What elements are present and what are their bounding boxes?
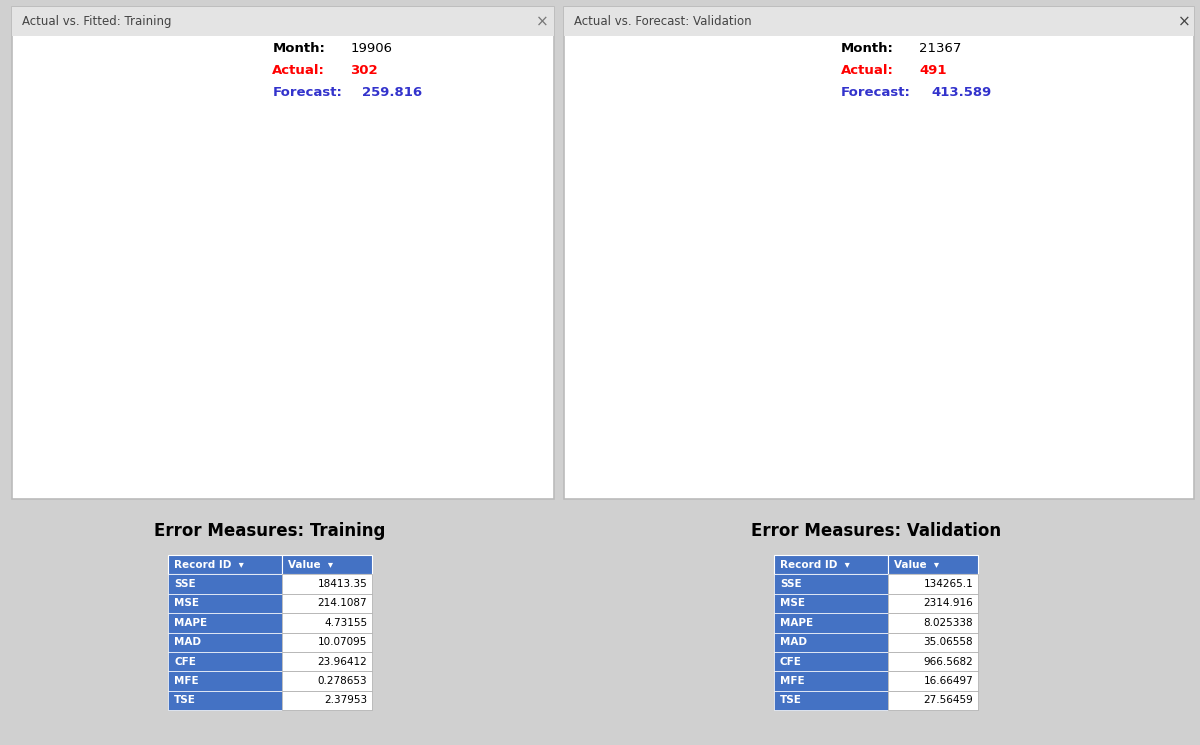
Text: Actual vs. Fitted: Training: Actual vs. Fitted: Training <box>22 15 172 28</box>
Text: CFE: CFE <box>780 656 802 667</box>
Text: Actual:: Actual: <box>272 64 325 77</box>
Text: Forecast:: Forecast: <box>272 86 342 99</box>
Text: Record ID  ▾: Record ID ▾ <box>780 559 850 570</box>
Text: Error Measures: Training: Error Measures: Training <box>155 522 385 539</box>
Text: 8.025338: 8.025338 <box>924 618 973 628</box>
Text: Month:: Month: <box>841 42 894 54</box>
Text: MFE: MFE <box>174 676 199 686</box>
Text: MSE: MSE <box>174 598 199 609</box>
Text: CFE: CFE <box>174 656 196 667</box>
Text: SSE: SSE <box>780 579 802 589</box>
Text: 413.589: 413.589 <box>931 86 991 99</box>
Text: 134265.1: 134265.1 <box>924 579 973 589</box>
Text: MAD: MAD <box>174 637 202 647</box>
Text: 21367: 21367 <box>919 42 961 54</box>
Text: ×: × <box>536 14 548 29</box>
Text: 35.06558: 35.06558 <box>924 637 973 647</box>
Text: Error Measures: Validation: Error Measures: Validation <box>751 522 1001 539</box>
Text: Actual:: Actual: <box>841 64 894 77</box>
Text: 16.66497: 16.66497 <box>924 676 973 686</box>
Text: 491: 491 <box>919 64 947 77</box>
Text: 4.73155: 4.73155 <box>324 618 367 628</box>
X-axis label: Month: Month <box>288 488 328 501</box>
Text: 966.5682: 966.5682 <box>924 656 973 667</box>
Text: MFE: MFE <box>780 676 805 686</box>
Text: 27.56459: 27.56459 <box>924 695 973 706</box>
Text: 2.37953: 2.37953 <box>324 695 367 706</box>
Text: 2314.916: 2314.916 <box>924 598 973 609</box>
Text: 0.278653: 0.278653 <box>318 676 367 686</box>
Text: MAD: MAD <box>780 637 808 647</box>
Text: TSE: TSE <box>780 695 802 706</box>
Text: Actual vs. Forecast: Validation: Actual vs. Forecast: Validation <box>574 15 751 28</box>
Text: Month:: Month: <box>272 42 325 54</box>
Text: MAPE: MAPE <box>780 618 814 628</box>
Text: 259.816: 259.816 <box>362 86 422 99</box>
Text: 19906: 19906 <box>350 42 392 54</box>
Text: 23.96412: 23.96412 <box>318 656 367 667</box>
Y-axis label: Passengers: Passengers <box>26 238 40 308</box>
Text: 10.07095: 10.07095 <box>318 637 367 647</box>
Text: Value  ▾: Value ▾ <box>894 559 940 570</box>
Text: MSE: MSE <box>780 598 805 609</box>
Y-axis label: Passengers: Passengers <box>582 238 595 308</box>
Text: 214.1087: 214.1087 <box>318 598 367 609</box>
Text: MAPE: MAPE <box>174 618 208 628</box>
X-axis label: Month: Month <box>888 488 926 501</box>
Text: Value  ▾: Value ▾ <box>288 559 334 570</box>
Text: Forecast:: Forecast: <box>841 86 911 99</box>
Text: Record ID  ▾: Record ID ▾ <box>174 559 244 570</box>
Text: ×: × <box>1178 14 1190 29</box>
Text: SSE: SSE <box>174 579 196 589</box>
Text: 18413.35: 18413.35 <box>318 579 367 589</box>
Text: TSE: TSE <box>174 695 196 706</box>
Text: 302: 302 <box>350 64 378 77</box>
